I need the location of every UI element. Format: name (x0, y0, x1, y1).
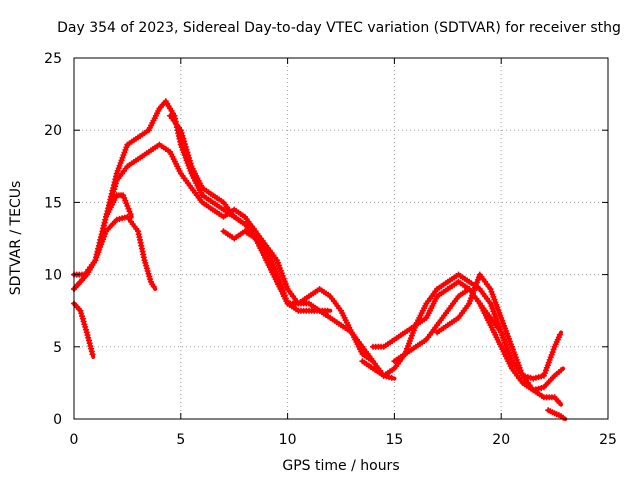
series-track-11 (434, 271, 563, 407)
data-point (324, 307, 331, 314)
data-point (556, 331, 563, 338)
data-point (183, 146, 190, 153)
data-point (184, 149, 191, 156)
data-point (112, 180, 119, 187)
x-tick-label: 0 (70, 432, 79, 448)
series-track-10 (391, 286, 514, 365)
data-point (185, 152, 192, 159)
series-track-13 (545, 407, 568, 421)
data-point (181, 141, 188, 148)
series-track-4 (71, 300, 96, 359)
data-point (111, 186, 118, 193)
y-axis-label: SDTVAR / TECUs (8, 181, 24, 296)
series-track-12 (519, 366, 566, 394)
y-tick-label: 20 (44, 123, 62, 139)
data-point (507, 355, 514, 362)
chart-title: Day 354 of 2023, Sidereal Day-to-day VTE… (57, 20, 621, 36)
data-point (186, 157, 193, 164)
y-tick-label: 15 (44, 195, 62, 211)
data-point (150, 283, 157, 290)
series-track-7 (220, 228, 397, 381)
series-track-5 (103, 192, 134, 220)
data-point (82, 323, 89, 330)
y-tick-label: 5 (53, 340, 62, 356)
data-point (388, 374, 395, 381)
series-layer (71, 98, 568, 421)
data-point (181, 138, 188, 145)
x-tick-label: 10 (279, 432, 297, 448)
y-tick-label: 0 (53, 412, 62, 428)
x-axis: 0 5 10 15 20 25 (70, 58, 617, 448)
x-tick-label: 20 (492, 432, 510, 448)
data-point (556, 399, 563, 406)
data-point (89, 351, 96, 358)
data-point (560, 414, 567, 421)
data-point (187, 160, 194, 167)
series-track-8 (359, 271, 563, 382)
data-point (178, 130, 185, 136)
series-track-3 (71, 213, 158, 292)
data-point (177, 127, 184, 134)
data-point (180, 135, 187, 142)
data-point (127, 211, 134, 218)
y-tick-label: 25 (44, 51, 62, 67)
x-tick-label: 5 (176, 432, 185, 448)
grid-layer (74, 58, 608, 419)
y-tick-label: 10 (44, 268, 62, 284)
y-axis: 0 5 10 15 20 25 (44, 51, 608, 428)
data-point (558, 367, 564, 374)
x-tick-label: 15 (385, 432, 403, 448)
plot-frame (73, 57, 609, 420)
data-point (112, 183, 119, 190)
series-line (360, 272, 563, 381)
x-axis-label: GPS time / hours (282, 458, 399, 474)
series-line (168, 113, 333, 313)
series-track-6 (167, 112, 333, 314)
x-tick-label: 25 (599, 432, 617, 448)
